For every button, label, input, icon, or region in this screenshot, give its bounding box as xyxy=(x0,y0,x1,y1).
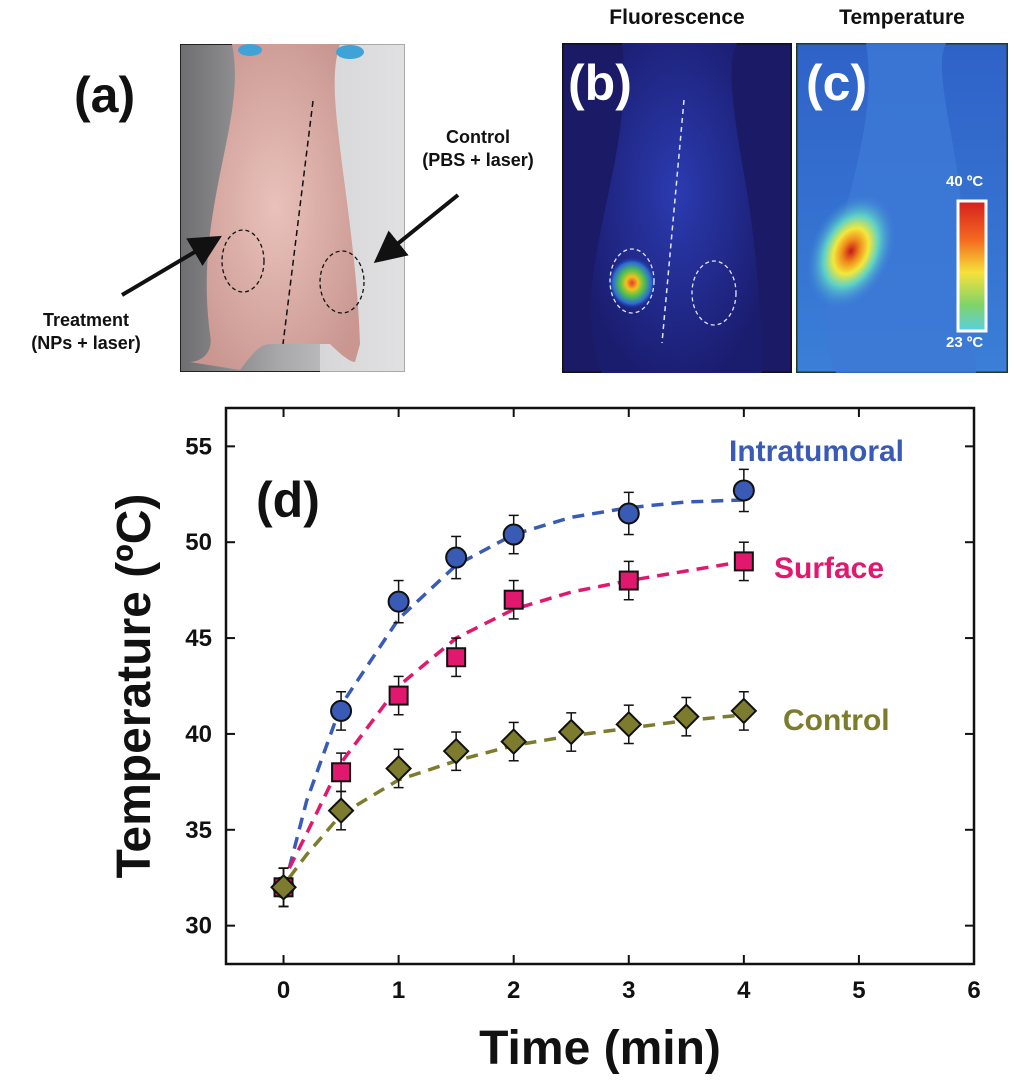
control-annotation: Control (PBS + laser) xyxy=(398,126,558,171)
y-tick-label: 30 xyxy=(185,913,212,940)
plot-frame xyxy=(224,406,976,966)
point-surface xyxy=(446,647,467,668)
temperature-title: Temperature xyxy=(839,6,965,29)
point-intratumoral xyxy=(732,479,755,502)
control-label: Control xyxy=(446,127,510,147)
point-intratumoral xyxy=(445,546,468,569)
series-label-control: Control xyxy=(783,704,890,737)
thermal-image xyxy=(796,43,1008,373)
panel-b-label: (b) xyxy=(568,55,632,111)
point-control xyxy=(672,703,700,731)
x-tick-label: 2 xyxy=(507,977,520,1004)
point-control xyxy=(615,710,643,738)
panel-d-label: (d) xyxy=(256,472,320,528)
control-sub: (PBS + laser) xyxy=(422,149,534,170)
x-axis-title: Time (min) xyxy=(479,1022,721,1075)
point-surface xyxy=(618,570,639,591)
treatment-label: Treatment xyxy=(42,310,130,330)
y-tick-label: 40 xyxy=(185,721,212,748)
panel-c-label: (c) xyxy=(806,55,868,111)
point-control xyxy=(730,697,758,725)
point-surface xyxy=(733,551,754,572)
x-tick-label: 3 xyxy=(622,977,635,1004)
x-tick-label: 0 xyxy=(277,977,290,1004)
point-control xyxy=(270,873,297,901)
treatment-site-outline xyxy=(221,229,265,293)
fit-line-intratumoral xyxy=(287,498,744,869)
x-tick-label: 4 xyxy=(737,977,751,1004)
treatment-annotation: Treatment (NPs + laser) xyxy=(2,309,170,354)
point-intratumoral xyxy=(330,699,353,722)
thermal-scale-min: 23 ºC xyxy=(946,334,984,351)
y-tick-label: 45 xyxy=(185,625,212,652)
y-tick-label: 35 xyxy=(185,817,212,844)
point-intratumoral xyxy=(617,502,640,525)
point-intratumoral xyxy=(387,590,410,613)
treatment-sub: (NPs + laser) xyxy=(31,332,141,353)
point-surface xyxy=(331,762,352,783)
x-tick-label: 5 xyxy=(852,977,865,1004)
fluorescence-image xyxy=(562,43,792,373)
point-surface xyxy=(388,685,409,706)
mouse-photo xyxy=(180,44,405,372)
panel-a-label: (a) xyxy=(74,67,136,123)
point-control xyxy=(327,797,355,825)
series-label-surface: Surface xyxy=(774,552,884,585)
x-tick-label: 1 xyxy=(392,977,405,1004)
y-tick-label: 50 xyxy=(185,529,212,556)
point-intratumoral xyxy=(502,523,525,546)
fit-line-surface xyxy=(287,559,745,869)
point-control xyxy=(385,755,413,782)
point-control xyxy=(557,718,585,746)
series-label-intratumoral: Intratumoral xyxy=(729,435,904,468)
x-tick-label: 6 xyxy=(967,977,980,1004)
point-surface xyxy=(503,589,524,610)
point-control xyxy=(442,737,470,765)
y-axis-title: Temperature (ºC) xyxy=(108,494,161,879)
control-site-outline xyxy=(319,250,365,314)
point-control xyxy=(500,728,528,756)
thermal-scale-max: 40 ºC xyxy=(946,173,984,190)
fluorescence-title: Fluorescence xyxy=(609,6,745,29)
y-tick-label: 55 xyxy=(185,433,212,460)
